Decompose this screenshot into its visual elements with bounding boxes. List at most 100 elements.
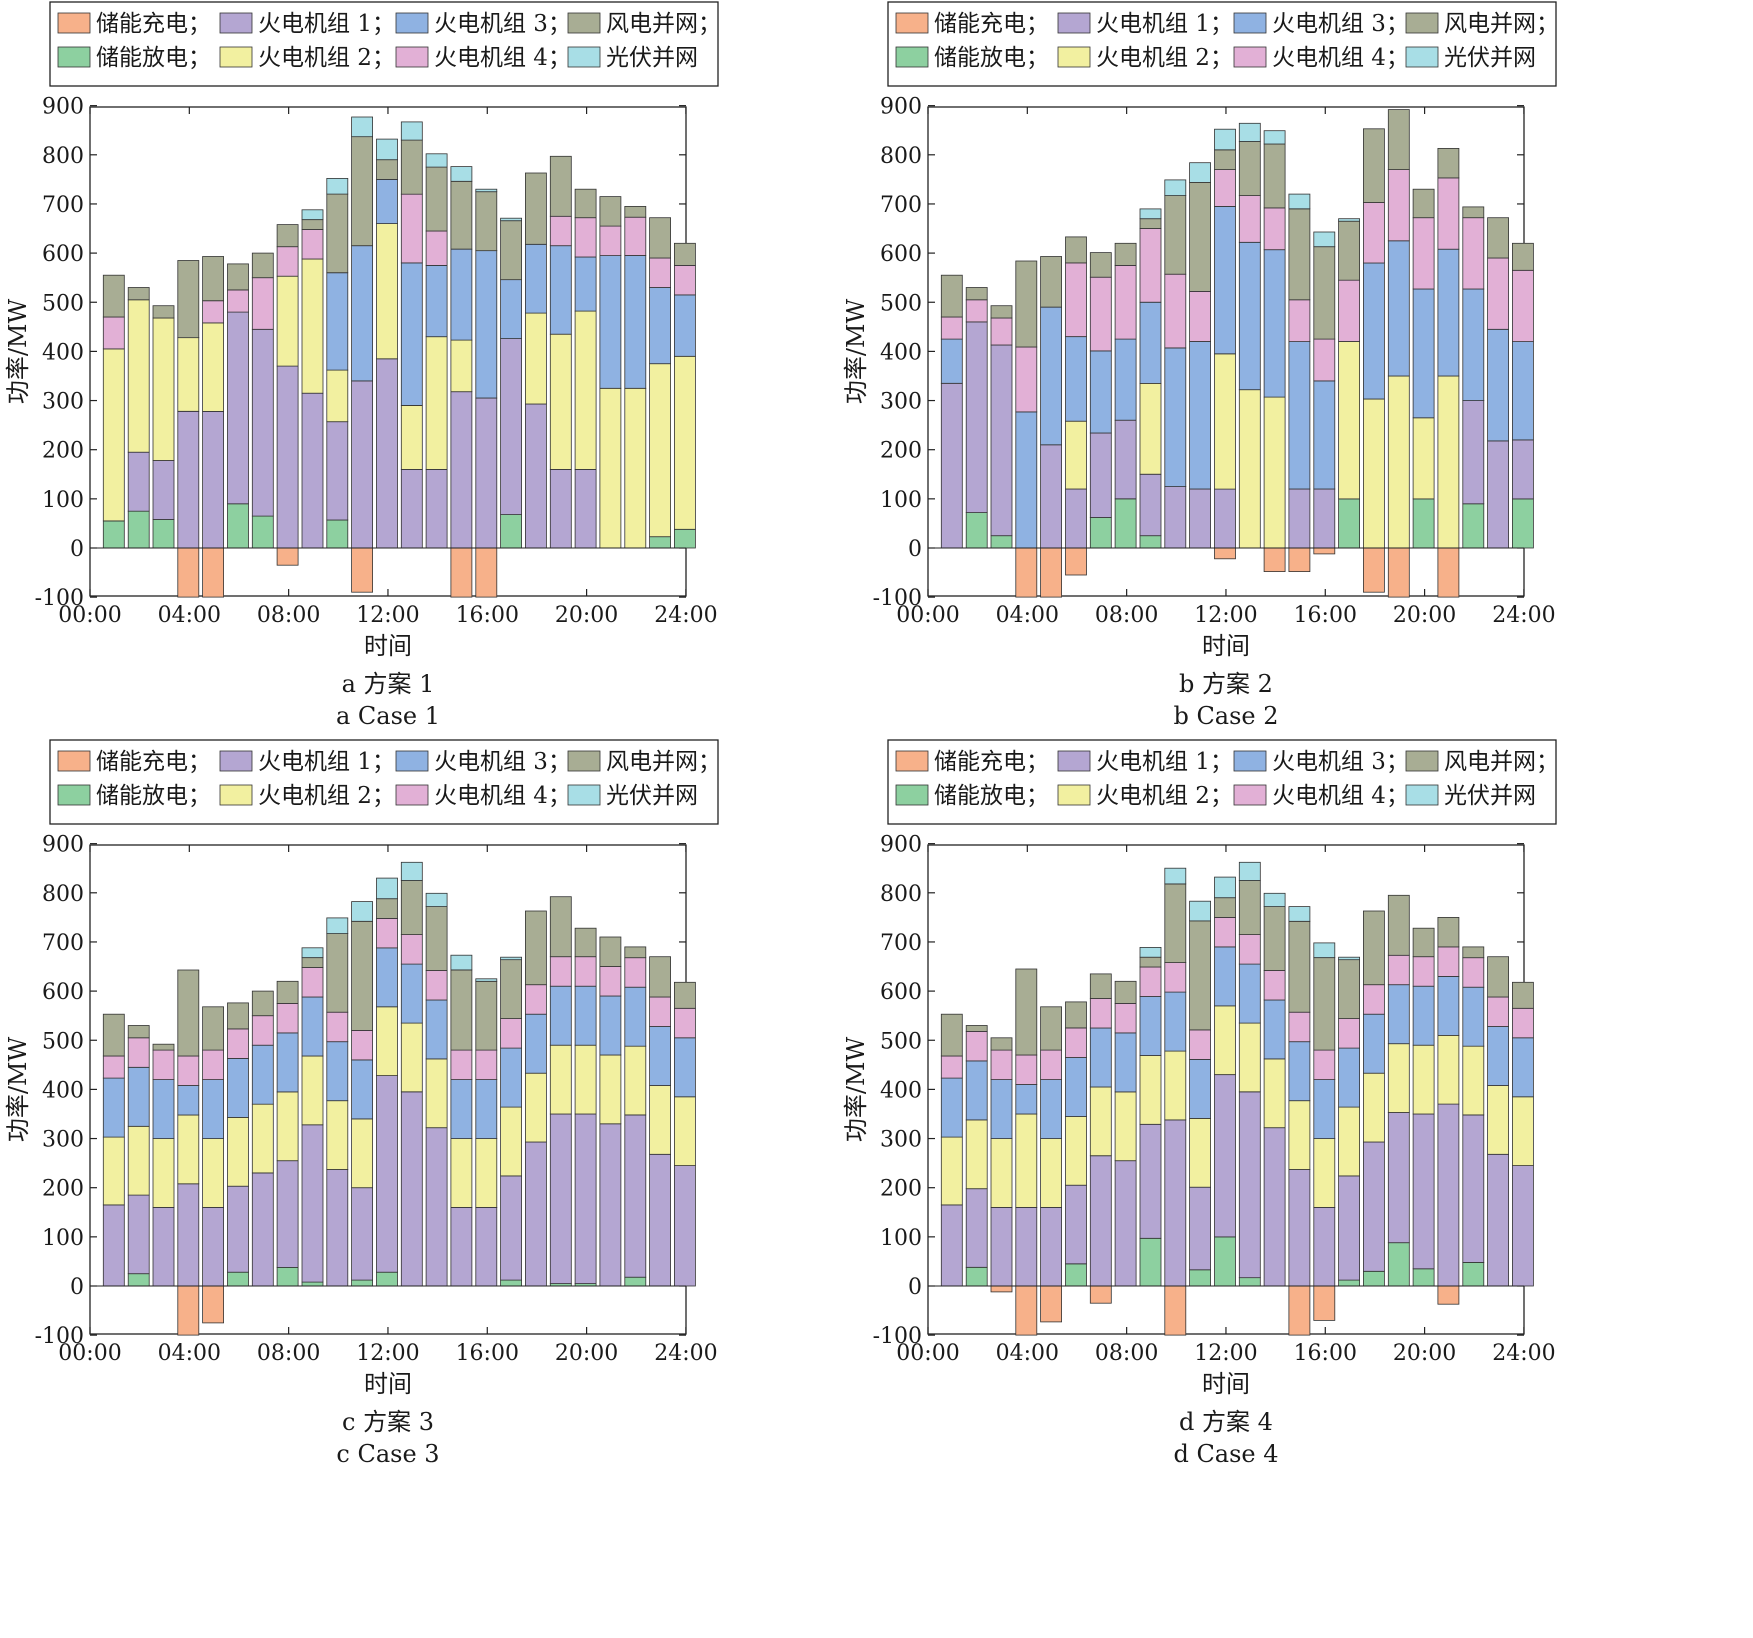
bar-segment-g1	[475, 1206, 498, 1287]
bar-segment-pv	[376, 138, 398, 161]
bar-segment-wind	[127, 1025, 150, 1039]
bar-segment-g1	[351, 1187, 374, 1281]
legend-label-discharge: 储能放电；	[934, 783, 1049, 809]
bar-segment-wind	[450, 969, 473, 1051]
bar-segment-pv	[376, 877, 398, 900]
x-tick-label: 24:00	[654, 603, 717, 628]
bar-segment-g2	[674, 1096, 696, 1166]
bar-segment-pv	[1263, 130, 1286, 145]
bar-segment-wind	[152, 1043, 175, 1051]
bar-segment-g1	[1214, 1074, 1236, 1238]
bar-segment-g4	[1189, 290, 1212, 342]
bar-segment-g1	[1189, 1186, 1212, 1271]
bar-segment-g2	[1412, 417, 1435, 500]
legend-swatch-g1	[219, 750, 253, 772]
bar-segment-g2	[599, 1054, 622, 1125]
bar-segment-charge	[1040, 547, 1063, 598]
legend-label-g3: 火电机组 3；	[1272, 11, 1409, 37]
x-tick-label: 04:00	[996, 603, 1059, 628]
bar-segment-g2	[1263, 1058, 1286, 1129]
bar-segment-g4	[400, 934, 423, 965]
bar-segment-g2	[1487, 1085, 1509, 1155]
bar-segment-g2	[549, 333, 572, 470]
legend-swatch-pv	[1405, 784, 1439, 806]
bar-segment-g4	[500, 1018, 523, 1049]
bar-segment-g3	[177, 1085, 200, 1116]
bar-segment-g3	[549, 985, 572, 1046]
bar-segment-g4	[1065, 1027, 1087, 1058]
bar-segment-discharge	[965, 512, 988, 549]
bar-segment-g3	[376, 178, 398, 224]
bar-segment-discharge	[1189, 1269, 1212, 1287]
bar-segment-pv	[301, 947, 324, 959]
bar-segment-g3	[1214, 205, 1236, 355]
bar-segment-g3	[1487, 1026, 1509, 1086]
bar-segment-wind	[1512, 981, 1534, 1009]
y-tick-label: 400	[42, 340, 84, 365]
bar-segment-g4	[525, 984, 547, 1015]
bar-segment-wind	[649, 217, 671, 259]
legend-label-g1: 火电机组 1；	[258, 749, 395, 775]
bar-segment-g3	[649, 287, 671, 365]
bar-segment-g1	[251, 328, 274, 517]
y-tick-label: 100	[42, 1226, 84, 1251]
bar-segment-discharge	[1139, 535, 1162, 549]
bar-segment-g1	[227, 1185, 249, 1273]
bar-segment-wind	[475, 980, 498, 1051]
bar-segment-g1	[450, 391, 473, 549]
legend-label-g2: 火电机组 2；	[258, 45, 395, 71]
bar-segment-wind	[177, 969, 200, 1057]
bar-segment-g2	[1164, 1050, 1187, 1121]
bar-segment-wind	[227, 263, 249, 291]
bar-segment-g3	[425, 264, 448, 338]
bar-segment-discharge	[500, 1279, 523, 1287]
y-tick-label: 100	[880, 1226, 922, 1251]
bar-segment-wind	[400, 139, 423, 195]
bar-segment-g4	[475, 1049, 498, 1081]
y-tick-label: 400	[880, 1078, 922, 1103]
bar-segment-g1	[1512, 1165, 1534, 1287]
bar-segment-g1	[425, 468, 448, 549]
legend-swatch-g3	[1233, 12, 1267, 34]
bar-segment-g2	[1214, 1005, 1236, 1075]
bar-segment-pv	[1164, 179, 1187, 196]
bar-segment-g1	[1238, 1091, 1261, 1279]
legend-label-wind: 风电并网；	[1444, 749, 1559, 775]
bar-segment-g2	[450, 339, 473, 393]
bar-segment-g4	[1263, 207, 1286, 251]
y-axis-label: 功率/MW	[4, 299, 32, 405]
bar-segment-g3	[202, 1079, 225, 1140]
chart-panel-3: 储能充电； 火电机组 1； 火电机组 3； 风电并网； 储能放电； 火电机组 2； 火电机组…	[4, 739, 721, 1468]
y-tick-label: -100	[35, 586, 84, 611]
bar-segment-wind	[1263, 143, 1286, 209]
bar-segment-g1	[1214, 488, 1236, 549]
bar-segment-discharge	[1462, 503, 1485, 549]
bar-segment-g1	[549, 1113, 572, 1285]
legend-label-pv: 光伏并网	[1444, 783, 1536, 809]
legend-label-g3: 火电机组 3；	[1272, 749, 1409, 775]
bar-segment-g1	[251, 1172, 274, 1287]
legend-label-discharge: 储能放电；	[934, 45, 1049, 71]
y-axis-label: 功率/MW	[4, 1037, 32, 1143]
panel-caption-en: b Case 2	[1173, 702, 1278, 730]
bar-segment-g1	[940, 1204, 963, 1287]
bar-segment-wind	[1065, 236, 1087, 264]
bar-segment-g4	[1512, 269, 1534, 342]
legend-swatch-pv	[567, 46, 601, 68]
bar-segment-g2	[525, 312, 547, 405]
legend-swatch-g1	[219, 12, 253, 34]
bar-segment-wind	[1238, 141, 1261, 196]
bar-segment-g4	[1214, 916, 1236, 948]
bar-segment-wind	[1015, 260, 1038, 348]
bar-segment-g3	[1214, 946, 1236, 1007]
bar-segment-g3	[965, 1060, 988, 1121]
bar-segment-g3	[1487, 328, 1509, 442]
bar-segment-g3	[425, 999, 448, 1060]
y-tick-label: 400	[42, 1078, 84, 1103]
bar-segment-g4	[1462, 957, 1485, 988]
bar-segment-pv	[450, 954, 473, 971]
legend-swatch-g2	[1057, 784, 1091, 806]
bar-segment-g3	[525, 243, 547, 314]
legend: 储能充电； 火电机组 1； 火电机组 3； 风电并网； 储能放电； 火电机组 2； 火电机组…	[887, 739, 1559, 825]
y-tick-label: 600	[880, 242, 922, 267]
